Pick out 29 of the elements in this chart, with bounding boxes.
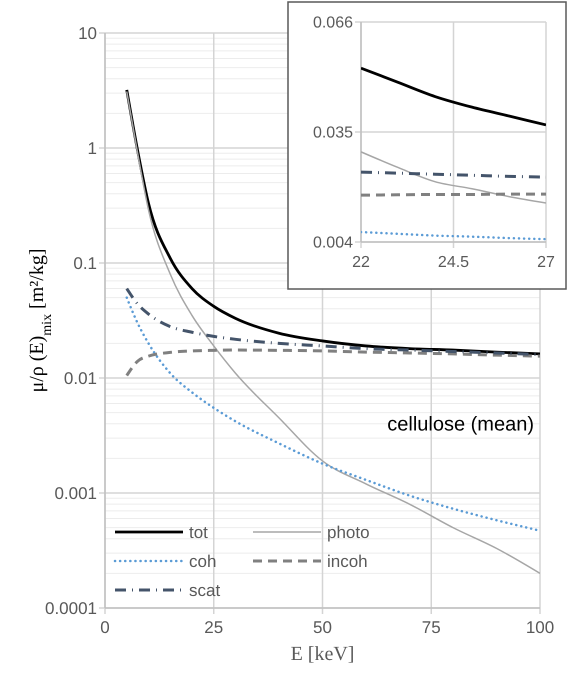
x-axis-title: E [keV] (290, 643, 354, 665)
legend-label: tot (189, 522, 208, 542)
x-tick-label: 24.5 (438, 254, 470, 271)
line-series (126, 90, 540, 574)
legend-label: incoh (327, 552, 368, 571)
y-tick-label: 0.004 (312, 234, 354, 252)
y-tick-label: 0.001 (54, 484, 97, 503)
line-series (361, 230, 546, 240)
x-tick-label: 0 (100, 618, 110, 637)
y-tick-label: 0.01 (64, 368, 97, 388)
x-tick-label: 25 (204, 618, 224, 637)
line-series (125, 348, 540, 378)
legend-label: photo (327, 522, 370, 542)
y-tick-label: 10 (78, 24, 97, 43)
legend-label: coh (189, 552, 216, 571)
y-tick-label: 0.0001 (45, 598, 97, 618)
x-tick-label: 100 (526, 618, 554, 637)
legend-label: scat (189, 580, 220, 600)
y-tick-label: 0.066 (312, 14, 354, 32)
x-tick-label: 75 (422, 618, 441, 637)
x-tick-label: 50 (313, 618, 332, 637)
line-series (361, 66, 546, 126)
line-series (361, 151, 546, 204)
y-tick-label: 0.035 (312, 124, 354, 142)
y-tick-label: 0.1 (73, 254, 97, 273)
y-tick-label: 1 (88, 138, 97, 158)
annotation: cellulose (mean) (387, 413, 534, 436)
x-tick-label: 22 (352, 254, 370, 271)
x-tick-label: 27 (537, 254, 555, 271)
